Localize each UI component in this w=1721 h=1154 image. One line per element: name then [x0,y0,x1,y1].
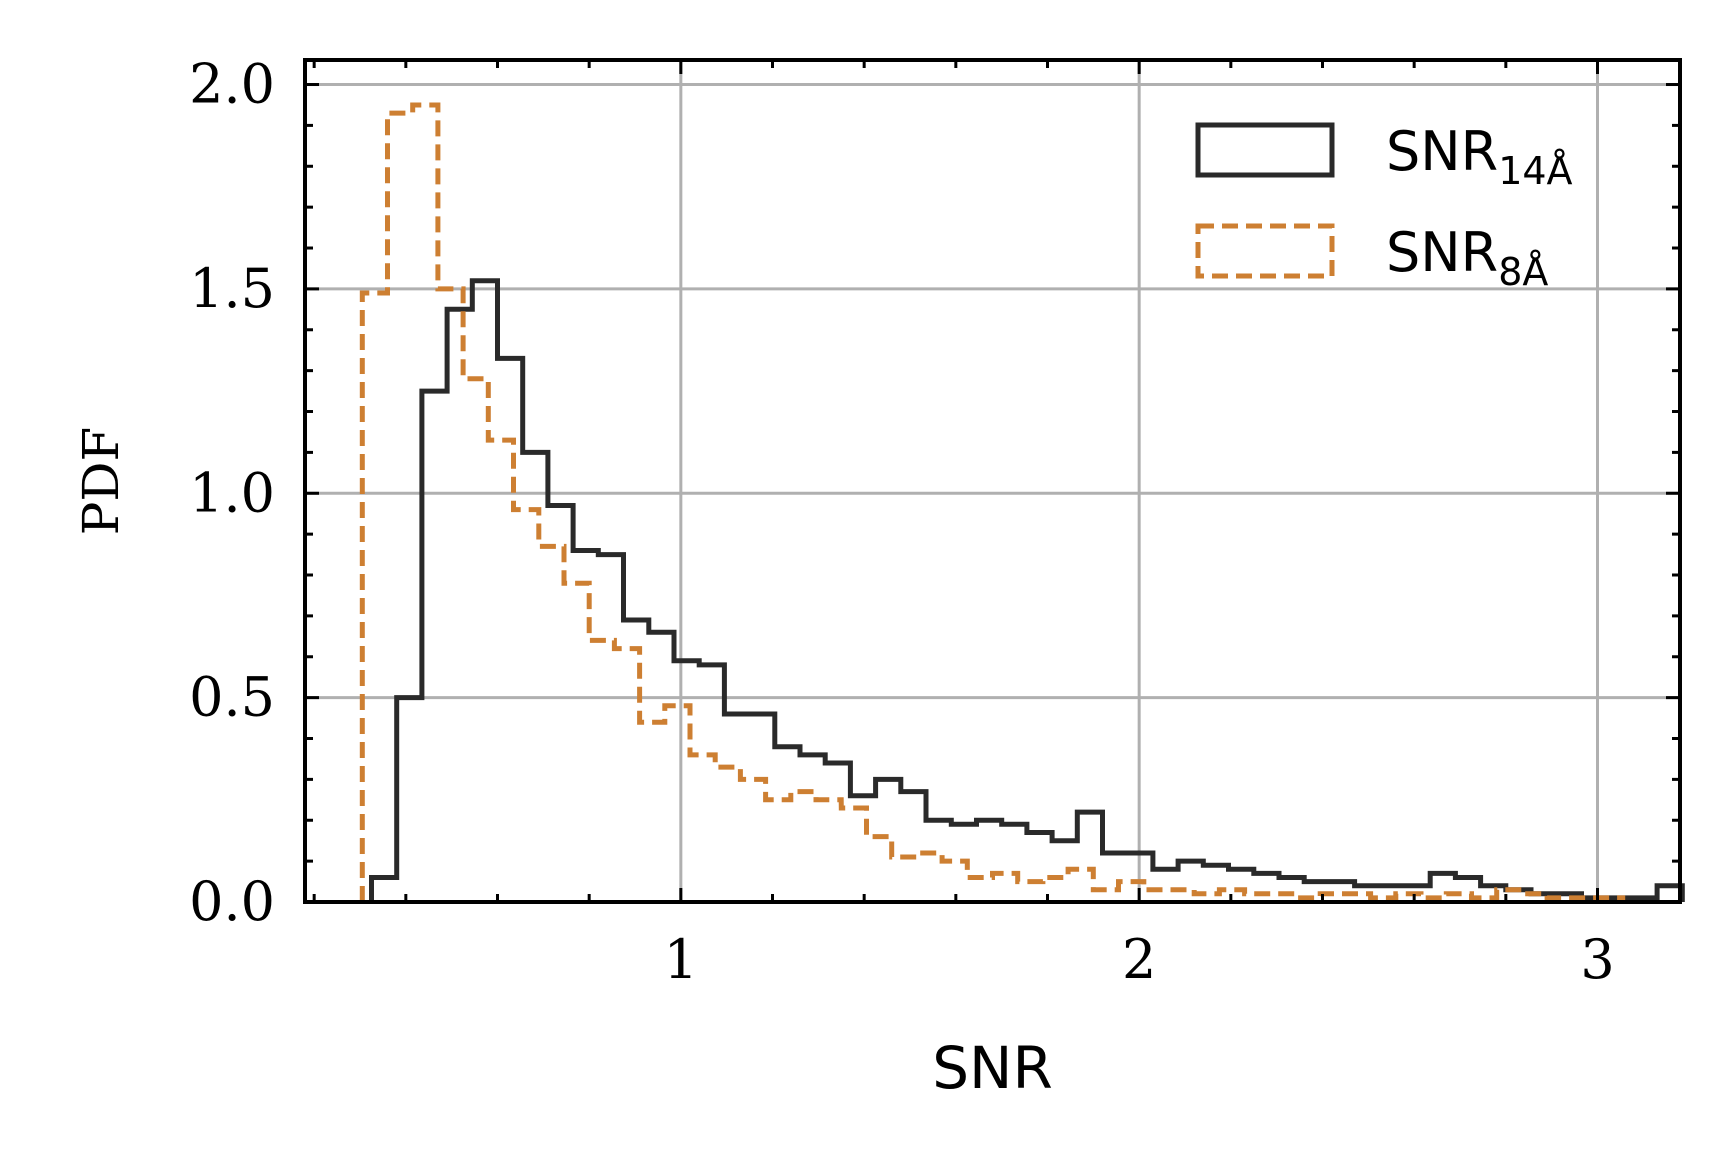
tick-labels: 1 2 3 0.0 0.5 1.0 1.5 2.0 [189,53,1615,991]
y-tick-label-2: 1.0 [189,461,275,524]
legend: SNR14Å SNR8Å [1195,120,1573,294]
y-tick-label-3: 1.5 [189,257,275,320]
legend-label-0: SNR14Å [1386,120,1573,193]
plot-frame [303,58,1682,904]
y-tick-label-0: 0.0 [189,870,275,933]
series-0-step-line [369,278,1685,902]
y-axis-title: PDF [72,427,130,535]
legend-swatch-1 [1195,223,1335,279]
histogram-series [359,102,1685,902]
legend-subscript-1: 8Å [1498,250,1548,294]
x-tick-label-1: 2 [1122,928,1156,991]
legend-label-1: SNR8Å [1386,221,1548,294]
x-axis-title: SNR [932,1034,1053,1102]
x-tick-label-2: 3 [1580,928,1614,991]
series-1-step-line [359,102,1626,902]
y-tick-label-4: 2.0 [189,53,275,116]
x-tick-label-0: 1 [664,928,698,991]
legend-subscript-0: 14Å [1498,149,1572,193]
y-tick-label-1: 0.5 [189,666,275,729]
legend-swatch-0 [1195,122,1335,178]
